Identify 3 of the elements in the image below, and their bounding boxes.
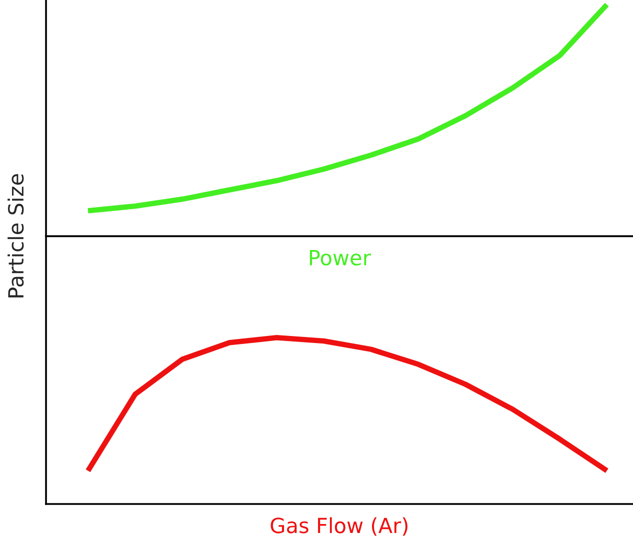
x-axis-title: Power: [310, 250, 371, 266]
y-axis-title: Particle Size: [8, 174, 24, 298]
x-axis-title: Gas Flow (Ar): [270, 517, 408, 536]
